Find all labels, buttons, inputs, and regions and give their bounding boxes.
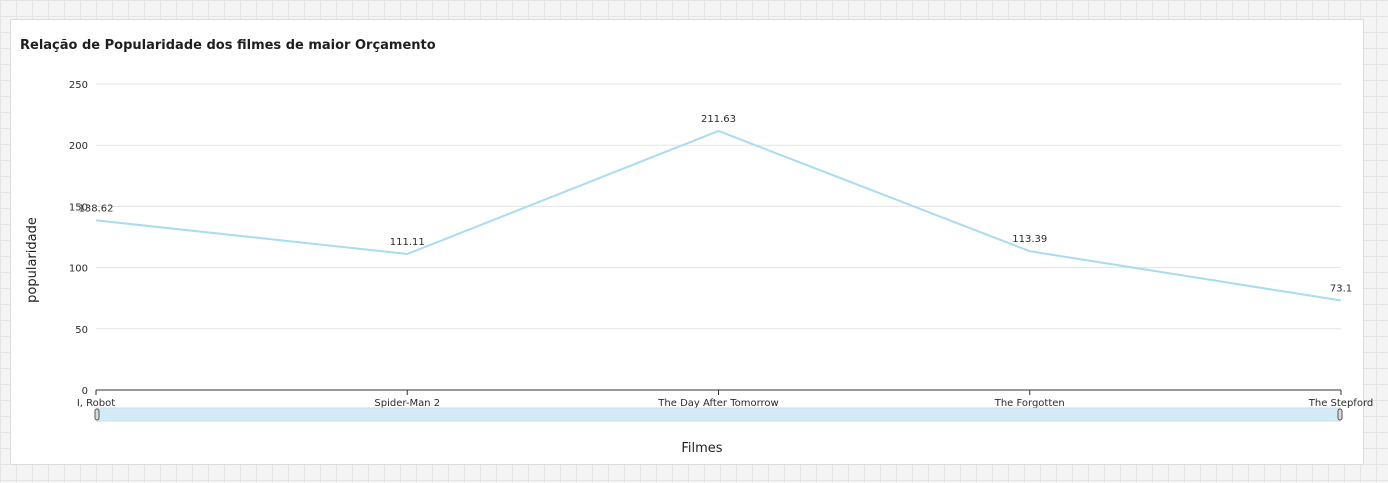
data-point[interactable] <box>1028 249 1032 253</box>
series-line <box>95 129 1342 302</box>
data-point[interactable] <box>1339 299 1343 303</box>
data-labels: 138.62 111.11 211.63 113.39 73.1 <box>79 114 1353 295</box>
scrollbar-left-handle[interactable] <box>94 408 100 421</box>
x-axis-ticks: I, Robot Spider-Man 2 The Day After Tomorr… <box>77 390 1373 409</box>
data-label: 211.63 <box>701 114 736 125</box>
data-label: 111.11 <box>390 237 425 248</box>
data-label: 138.62 <box>79 203 114 214</box>
data-point[interactable] <box>94 218 98 222</box>
x-tick-label: The Stepford <box>1308 398 1373 409</box>
series-line-group <box>94 129 1343 303</box>
y-tick-label: 50 <box>75 325 88 336</box>
chart-title: Relação de Popularidade dos filmes de ma… <box>20 38 436 53</box>
scrollbar-track[interactable] <box>96 407 1341 422</box>
x-axis-scrollbar[interactable] <box>94 407 1343 422</box>
x-axis-title: Filmes <box>681 441 722 456</box>
y-axis-ticks: 0 50 100 150 200 250 <box>69 80 88 397</box>
data-label: 113.39 <box>1012 234 1047 245</box>
data-point[interactable] <box>717 129 721 133</box>
chart-panel: Relação de Popularidade dos filmes de ma… <box>10 19 1364 465</box>
y-tick-label: 0 <box>82 386 88 397</box>
y-tick-label: 100 <box>69 264 88 275</box>
y-tick-label: 150 <box>69 202 88 213</box>
y-tick-label: 250 <box>69 80 88 91</box>
scrollbar-right-handle[interactable] <box>1337 408 1343 421</box>
x-tick-label: Spider-Man 2 <box>374 398 440 409</box>
data-point[interactable] <box>405 252 409 256</box>
y-tick-label: 200 <box>69 141 88 152</box>
x-tick-label: I, Robot <box>77 398 115 409</box>
data-label: 73.1 <box>1330 284 1352 295</box>
y-axis-title: popularidade <box>25 217 40 303</box>
x-tick-label: The Forgotten <box>994 398 1065 409</box>
x-tick-label: The Day After Tomorrow <box>657 398 778 409</box>
